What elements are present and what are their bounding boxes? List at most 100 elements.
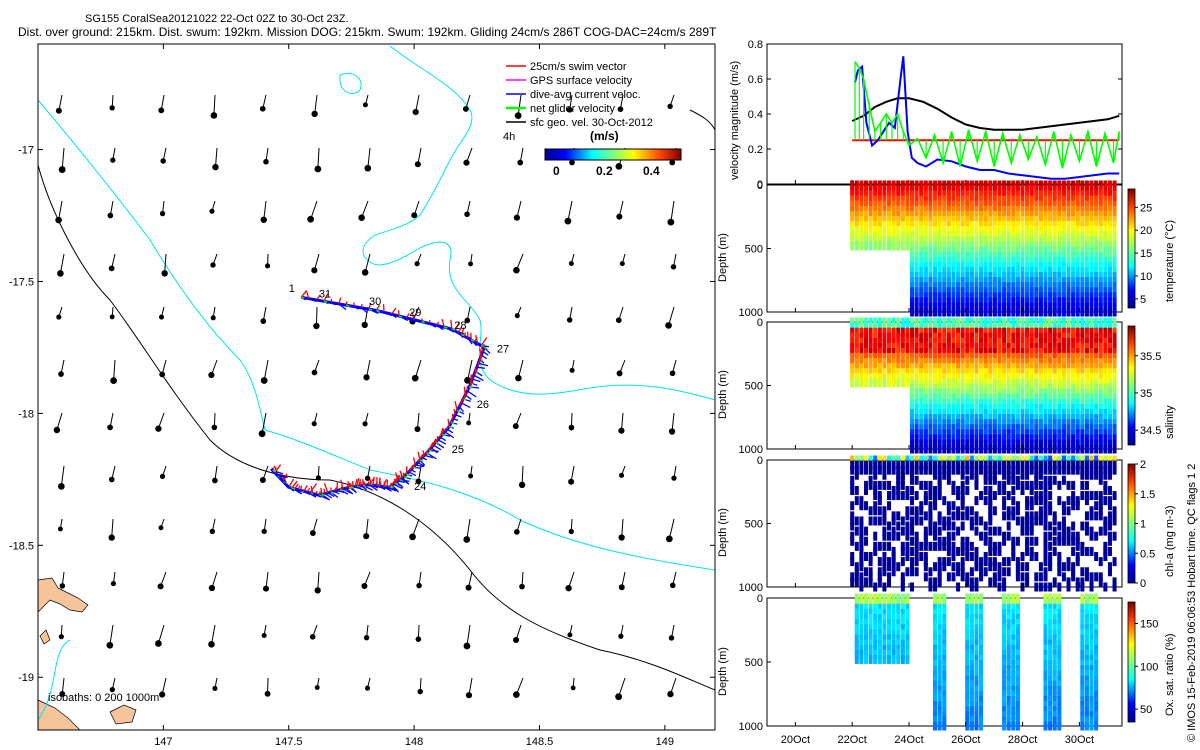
profile-sample	[965, 378, 970, 388]
profile-sample	[1107, 190, 1112, 200]
profile-sample	[965, 670, 970, 680]
profile-sample	[1112, 297, 1117, 307]
profile-sample	[868, 185, 873, 195]
profile-sample	[974, 480, 979, 490]
profile-sample	[979, 347, 984, 357]
geo-arrow-head	[669, 582, 676, 589]
profile-sample	[988, 216, 993, 226]
profile-sample	[1015, 363, 1020, 373]
swim-vector	[358, 479, 362, 487]
profile-sample	[1080, 337, 1085, 347]
profile-sample	[1107, 455, 1112, 465]
profile-sample	[1094, 180, 1099, 190]
profile-sample	[1094, 408, 1099, 418]
profile-sample	[1071, 373, 1076, 383]
profile-sample	[951, 403, 956, 413]
profile-sample	[965, 439, 970, 449]
profile-sample	[1094, 246, 1099, 256]
profile-sample	[1011, 342, 1016, 352]
profile-sample	[882, 541, 887, 551]
profile-sample	[992, 205, 997, 215]
profile-sample	[933, 701, 938, 711]
profile-sample	[997, 221, 1002, 231]
profile-sample	[997, 358, 1002, 368]
profile-sample	[891, 603, 896, 613]
profile-sample	[1002, 383, 1007, 393]
profile-sample	[864, 363, 869, 373]
profile-sample	[1080, 685, 1085, 695]
profile-sample	[914, 287, 919, 297]
profile-sample	[1071, 536, 1076, 546]
dac-vector	[424, 454, 434, 459]
profile-sample	[1029, 460, 1034, 470]
profile-sample	[960, 180, 965, 190]
profile-sample	[1020, 327, 1025, 337]
profile-sample	[896, 654, 901, 664]
profile-sample	[937, 297, 942, 307]
geo-arrow-head	[107, 424, 113, 431]
profile-sample	[933, 619, 938, 629]
profile-sample	[997, 465, 1002, 475]
profile-sample	[850, 465, 855, 475]
profile-sample	[900, 373, 905, 383]
profile-sample	[1015, 593, 1020, 603]
profile-sample	[937, 480, 942, 490]
profile-sample	[868, 455, 873, 465]
profile-sample	[933, 383, 938, 393]
profile-sample	[988, 414, 993, 424]
geo-arrow-head	[260, 216, 267, 223]
net-vector	[350, 486, 355, 489]
profile-sample	[1112, 251, 1117, 261]
profile-sample	[974, 475, 979, 485]
profile-sample	[937, 654, 942, 664]
profile-sample	[1098, 266, 1103, 276]
profile-sample	[873, 342, 878, 352]
profile-sample	[946, 317, 951, 327]
profile-sample	[887, 593, 892, 603]
profile-sample	[1107, 236, 1112, 246]
profile-sample	[891, 644, 896, 654]
profile-sample	[1034, 444, 1039, 454]
profile-sample	[1089, 634, 1094, 644]
profile-sample	[1094, 455, 1099, 465]
profile-sample	[1006, 434, 1011, 444]
profile-sample	[923, 383, 928, 393]
profile-sample	[1084, 195, 1089, 205]
profile-sample	[1080, 465, 1085, 475]
profile-sample	[914, 180, 919, 190]
profile-sample	[1061, 195, 1066, 205]
profile-sample	[974, 526, 979, 536]
profile-sample	[1002, 644, 1007, 654]
geo-arrow-head	[670, 264, 677, 270]
profile-sample	[1094, 511, 1099, 521]
profile-sample	[1071, 327, 1076, 337]
geo-arrow-head	[665, 322, 672, 329]
profile-sample	[1057, 429, 1062, 439]
profile-sample	[942, 496, 947, 506]
profile-sample	[965, 706, 970, 716]
profile-sample	[1052, 236, 1057, 246]
profile-sample	[983, 552, 988, 562]
profile-sample	[1029, 429, 1034, 439]
profile-sample	[946, 358, 951, 368]
profile-sample	[974, 180, 979, 190]
map-axes-box	[37, 43, 716, 731]
geo-arrow	[261, 412, 267, 434]
profile-sample	[942, 670, 947, 680]
profile-sample	[1098, 511, 1103, 521]
swim-vector	[340, 479, 344, 489]
profile-sample	[1043, 205, 1048, 215]
depth-ytick-label: 500	[745, 519, 763, 531]
profile-sample	[919, 195, 924, 205]
profile-sample	[1061, 363, 1066, 373]
geo-arrow-head	[464, 317, 471, 324]
profile-sample	[1029, 465, 1034, 475]
profile-sample	[1052, 603, 1057, 613]
profile-sample	[1011, 398, 1016, 408]
profile-sample	[900, 241, 905, 251]
profile-sample	[1080, 292, 1085, 302]
profile-sample	[1029, 342, 1034, 352]
profile-sample	[919, 455, 924, 465]
swim-vector	[374, 481, 378, 486]
geo-arrow-head	[109, 686, 116, 693]
